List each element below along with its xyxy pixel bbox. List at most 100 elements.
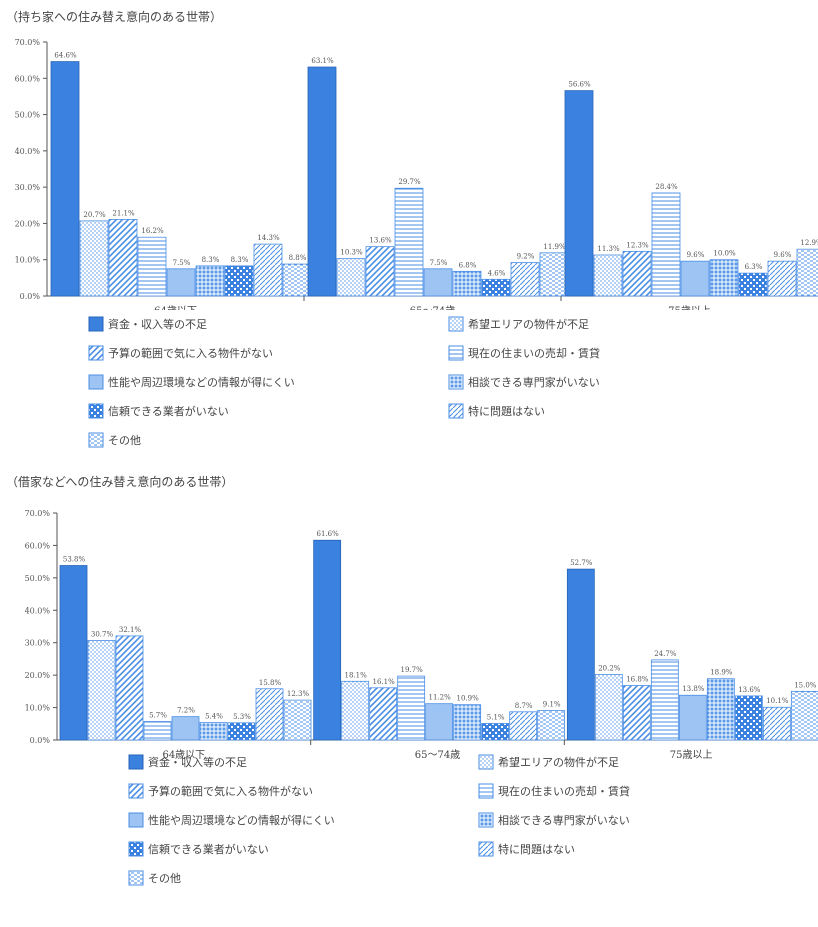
bar bbox=[282, 263, 312, 297]
bar bbox=[678, 694, 707, 741]
bar bbox=[199, 722, 228, 741]
bar bbox=[709, 259, 739, 297]
data-label: 15.8% bbox=[259, 679, 282, 687]
legend-item: 特に問題はない bbox=[448, 403, 545, 419]
bar bbox=[365, 246, 395, 297]
legend-label: 性能や周辺環境などの情報が得にくい bbox=[148, 814, 335, 827]
data-label: 4.6% bbox=[488, 269, 506, 277]
legend-swatch bbox=[88, 403, 104, 419]
data-label: 20.7% bbox=[83, 211, 106, 219]
legend-swatch bbox=[88, 345, 104, 361]
data-label: 21.1% bbox=[112, 209, 135, 217]
legend-swatch bbox=[478, 783, 494, 799]
bar bbox=[481, 723, 510, 741]
data-label: 8.3% bbox=[202, 256, 220, 264]
legend-item: 相談できる専門家がいない bbox=[478, 812, 630, 828]
bar bbox=[336, 258, 366, 297]
data-label: 53.8% bbox=[63, 556, 86, 564]
data-label: 12.9% bbox=[800, 239, 818, 247]
data-label: 10.3% bbox=[340, 249, 363, 257]
data-label: 63.1% bbox=[311, 57, 334, 65]
y-tick-label: 50.0% bbox=[25, 574, 51, 583]
bar bbox=[195, 265, 225, 297]
bar bbox=[738, 272, 768, 297]
bar bbox=[481, 278, 511, 297]
data-label: 11.3% bbox=[597, 245, 620, 253]
legend-label: 資金・収入等の不足 bbox=[148, 756, 247, 769]
legend-item: その他 bbox=[128, 870, 181, 886]
bar bbox=[283, 699, 312, 741]
bar bbox=[171, 716, 200, 741]
legend-swatch bbox=[128, 754, 144, 770]
bar bbox=[767, 260, 797, 297]
bar bbox=[796, 248, 818, 297]
legend-swatch bbox=[448, 403, 464, 419]
data-label: 9.2% bbox=[517, 253, 535, 261]
bar bbox=[453, 704, 482, 741]
data-label: 7.5% bbox=[173, 259, 191, 267]
x-category-label: 64歳以下 bbox=[154, 305, 197, 310]
legend-label: 特に問題はない bbox=[468, 405, 545, 418]
legend-label: 予算の範囲で気に入る物件がない bbox=[108, 347, 273, 360]
legend-swatch bbox=[128, 812, 144, 828]
bar bbox=[394, 187, 424, 297]
data-label: 10.1% bbox=[766, 697, 789, 705]
y-tick-label: 60.0% bbox=[15, 74, 41, 83]
legend-label: 相談できる専門家がいない bbox=[468, 376, 600, 389]
data-label: 16.2% bbox=[141, 227, 164, 235]
legend-item: 信頼できる業者がいない bbox=[128, 841, 269, 857]
bar bbox=[313, 539, 342, 741]
x-category-label: 65～74歳 bbox=[415, 749, 460, 761]
legend-label: 希望エリアの物件が不足 bbox=[468, 318, 589, 331]
legend-label: 信頼できる業者がいない bbox=[148, 843, 269, 856]
x-category-label: 75歳以上 bbox=[670, 749, 713, 761]
legend-swatch bbox=[128, 841, 144, 857]
legend-item: 資金・収入等の不足 bbox=[128, 754, 247, 770]
bar bbox=[115, 635, 144, 741]
bar bbox=[255, 688, 284, 741]
chart-panel-owned: （持ち家への住み替え意向のある世帯） 0.0% 10.0% 20.0% 30.0% 40… bbox=[6, 10, 818, 448]
legend-item: 相談できる専門家がいない bbox=[448, 374, 600, 390]
bar bbox=[143, 721, 172, 741]
legend-label: 相談できる専門家がいない bbox=[498, 814, 630, 827]
legend-swatch bbox=[448, 316, 464, 332]
legend-item: 特に問題はない bbox=[478, 841, 575, 857]
bar-chart-rental: 0.0% 10.0% 20.0% 30.0% 40.0% 50.0% 60.0% 70.0% 6… bbox=[25, 509, 818, 761]
bar bbox=[108, 219, 138, 297]
bar bbox=[622, 250, 652, 297]
data-label: 8.3% bbox=[231, 256, 249, 264]
legend-label: 予算の範囲で気に入る物件がない bbox=[148, 785, 313, 798]
data-label: 5.4% bbox=[205, 712, 223, 720]
chart-panel-rental: （借家などへの住み替え意向のある世帯） 0.0% 10.0% 20.0% 30.0% 4… bbox=[0, 465, 818, 927]
data-label: 6.3% bbox=[745, 263, 763, 271]
bar bbox=[650, 659, 679, 741]
bar bbox=[369, 687, 398, 741]
bar bbox=[87, 640, 116, 741]
bar bbox=[566, 568, 595, 741]
legend-item: その他 bbox=[88, 432, 141, 448]
legend-label: 現在の住まいの売却・賃貸 bbox=[468, 347, 600, 360]
bar bbox=[341, 680, 370, 741]
data-label: 5.7% bbox=[149, 712, 167, 720]
data-label: 20.2% bbox=[598, 664, 621, 672]
legend-label: 資金・収入等の不足 bbox=[108, 318, 207, 331]
legend-swatch bbox=[88, 316, 104, 332]
chart-title: （持ち家への住み替え意向のある世帯） bbox=[6, 10, 223, 24]
data-label: 5.1% bbox=[487, 713, 505, 721]
bar bbox=[622, 685, 651, 741]
y-tick-label: 70.0% bbox=[15, 38, 41, 47]
data-label: 14.3% bbox=[257, 234, 280, 242]
data-label: 11.2% bbox=[429, 694, 452, 702]
x-category-label: 65～74歳 bbox=[410, 305, 455, 310]
bar bbox=[680, 260, 710, 297]
data-label: 61.6% bbox=[317, 530, 340, 538]
y-tick-label: 30.0% bbox=[15, 183, 41, 192]
bar bbox=[50, 61, 80, 297]
legend-swatch bbox=[478, 754, 494, 770]
bar bbox=[706, 678, 735, 741]
x-category-label: 64歳以下 bbox=[162, 749, 205, 761]
data-label: 16.1% bbox=[373, 678, 396, 686]
data-label: 8.8% bbox=[289, 254, 307, 262]
bar bbox=[227, 722, 256, 741]
data-label: 9.6% bbox=[774, 251, 792, 259]
